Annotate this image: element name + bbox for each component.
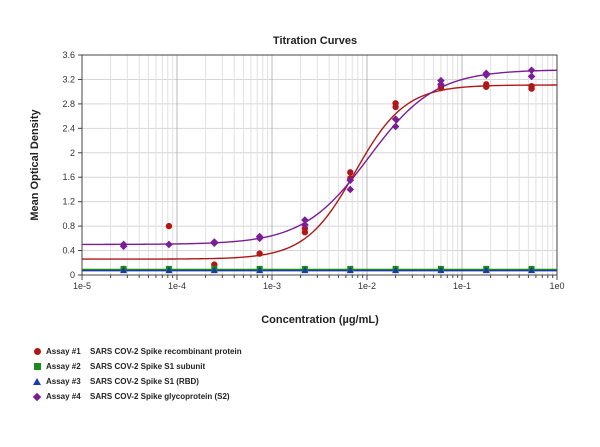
x-tick-label: 1e-3 xyxy=(263,281,281,291)
data-point-assay-4 xyxy=(527,66,536,75)
fit-curve-assay-4 xyxy=(81,69,558,246)
data-point-assay-4 xyxy=(391,122,400,131)
data-point-assay-1 xyxy=(528,82,535,90)
legend-assay-label: Assay #1 xyxy=(46,347,81,356)
y-tick-label: 2.4 xyxy=(62,123,75,133)
y-tick-label: 1.2 xyxy=(62,197,75,207)
data-point-assay-3 xyxy=(528,266,536,274)
data-point-assay-3 xyxy=(482,266,490,274)
legend-item: Assay #2 SARS COV-2 Spike S1 subunit xyxy=(30,359,450,374)
data-point-assay-4 xyxy=(301,221,309,229)
legend-series-name: SARS COV-2 Spike recombinant protein xyxy=(90,347,242,356)
legend-item: Assay #3 SARS COV-2 Spike S1 (RBD) xyxy=(30,374,450,389)
y-tick-label: 2 xyxy=(70,148,75,158)
data-point-assay-4 xyxy=(527,72,536,81)
legend-item: Assay #4 SARS COV-2 Spike glycoprotein (… xyxy=(30,389,450,404)
x-tick-label: 1e-4 xyxy=(168,281,186,291)
legend-series-name: SARS COV-2 Spike glycoprotein (S2) xyxy=(90,392,230,401)
x-tick-label: 1e-2 xyxy=(358,281,376,291)
plot-area-frame xyxy=(81,54,558,276)
legend: Assay #1 SARS COV-2 Spike recombinant pr… xyxy=(30,344,450,404)
legend-marker-assay-1 xyxy=(33,348,41,355)
legend-series-name: SARS COV-2 Spike S1 (RBD) xyxy=(90,377,199,386)
data-point-assay-3 xyxy=(120,266,128,274)
data-point-assay-3 xyxy=(165,266,173,274)
data-point-assay-4 xyxy=(165,240,173,249)
data-point-assay-4 xyxy=(301,216,309,224)
y-tick-label: 0 xyxy=(70,270,75,280)
legend-marker-assay-3 xyxy=(33,378,41,385)
data-point-assay-4 xyxy=(391,115,400,123)
legend-item: Assay #1 SARS COV-2 Spike recombinant pr… xyxy=(30,344,450,359)
y-tick-label: 1.6 xyxy=(62,172,75,182)
data-point-assay-1 xyxy=(392,100,399,107)
data-point-assay-4 xyxy=(210,238,219,246)
y-tick-label: 3.6 xyxy=(62,50,75,60)
y-tick-label: 3.2 xyxy=(62,74,75,84)
y-tick-label: 2.8 xyxy=(62,99,75,109)
data-point-assay-1 xyxy=(165,222,173,230)
legend-assay-label: Assay #2 xyxy=(46,362,81,371)
x-axis-ticks: 1e-5 1e-4 1e-3 1e-2 1e-1 1e0 xyxy=(73,275,565,291)
data-point-assay-3 xyxy=(392,266,400,274)
x-tick-label: 1e0 xyxy=(549,281,564,291)
fit-curve-assay-1 xyxy=(82,84,558,260)
y-tick-label: 0.8 xyxy=(62,221,75,231)
data-point-assay-4 xyxy=(119,240,128,249)
data-point-assay-3 xyxy=(301,266,309,274)
data-point-assay-1 xyxy=(483,81,490,88)
data-point-assay-4 xyxy=(346,176,355,185)
data-point-assay-4 xyxy=(346,185,355,194)
fit-curves xyxy=(81,69,558,272)
legend-assay-label: Assay #4 xyxy=(46,392,81,401)
y-axis-ticks: 0 0.4 0.8 1.2 1.6 2 2.4 2.8 3.2 3.6 xyxy=(62,50,82,280)
y-tick-label: 0.4 xyxy=(62,246,75,256)
data-point-assay-1 xyxy=(256,250,263,257)
data-point-assay-4 xyxy=(437,76,445,85)
x-tick-label: 1e-1 xyxy=(453,281,471,291)
data-point-assay-3 xyxy=(256,266,264,274)
data-point-assay-3 xyxy=(210,266,218,274)
chart-title: Titration Curves xyxy=(273,35,357,47)
legend-marker-assay-2 xyxy=(33,363,41,370)
x-axis-label: Concentration (µg/mL) xyxy=(261,314,379,326)
data-point-assay-4 xyxy=(255,232,264,241)
data-point-assay-4 xyxy=(482,69,491,78)
legend-marker-assay-4 xyxy=(32,392,42,401)
data-point-assay-3 xyxy=(437,266,445,274)
legend-assay-label: Assay #3 xyxy=(46,377,81,386)
data-points xyxy=(119,66,536,274)
x-tick-label: 1e-5 xyxy=(73,281,91,291)
data-point-assay-1 xyxy=(347,169,354,176)
data-point-assay-3 xyxy=(346,266,354,274)
y-axis-label: Mean Optical Density xyxy=(29,108,41,220)
legend-series-name: SARS COV-2 Spike S1 subunit xyxy=(90,362,206,371)
